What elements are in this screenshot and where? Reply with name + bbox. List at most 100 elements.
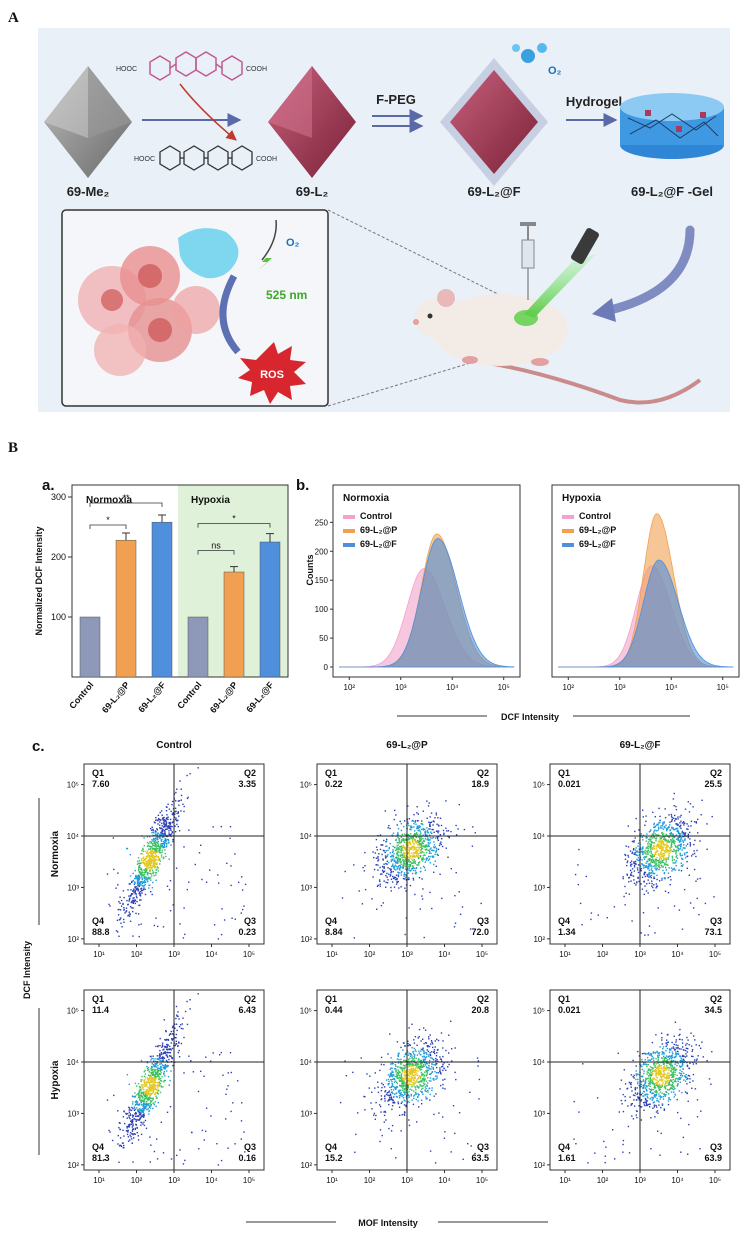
scatter-point (432, 824, 434, 826)
scatter-point (395, 1071, 397, 1073)
scatter-point (201, 1129, 204, 1132)
scatter-point (161, 818, 164, 820)
scatter-point (424, 833, 426, 835)
scatter-point (157, 836, 159, 838)
scatter-point (419, 844, 421, 846)
scatter-point (124, 912, 126, 914)
scatter-point (409, 1083, 411, 1085)
scatter-point (117, 908, 119, 911)
scatter-point (420, 1050, 422, 1052)
scatter-point (650, 877, 652, 879)
scatter-point (153, 924, 156, 927)
scatter-point (453, 926, 456, 928)
scatter-point (403, 1111, 406, 1113)
scatter-point (445, 1069, 447, 1071)
scatter-point (166, 1047, 168, 1049)
scatter-point (426, 1056, 428, 1058)
scatter-point (628, 877, 630, 879)
scatter-point (128, 895, 130, 897)
scatter-point (142, 1111, 144, 1113)
scatter-point (155, 1076, 157, 1078)
scatter-point (412, 1084, 414, 1086)
scatter-point (653, 854, 655, 856)
scatter-point (404, 1093, 406, 1095)
scatter-point (155, 863, 158, 865)
scatter-point (434, 846, 437, 848)
scatter-point (426, 1049, 428, 1051)
scatter-point (144, 862, 146, 864)
scatter-point (661, 842, 663, 844)
scatter-point (155, 879, 157, 881)
scatter-point (384, 810, 386, 812)
scatter-point (398, 868, 401, 870)
scatter-point (155, 917, 157, 919)
scatter-point (381, 1082, 383, 1085)
scatter-point (398, 1095, 401, 1097)
scatter-point (420, 828, 423, 831)
ligand-structure-bottom (159, 145, 253, 171)
scatter-point (439, 873, 441, 875)
scatter-point (672, 1076, 674, 1078)
scatter-point (664, 857, 667, 859)
scatter-point (680, 814, 682, 817)
scatter-point (396, 1086, 399, 1088)
scatter-point (150, 873, 152, 875)
scatter-point (428, 845, 430, 847)
scatter-point (162, 1060, 164, 1062)
scatter-point (677, 849, 679, 852)
scatter-point (422, 888, 424, 890)
scatter-point (385, 850, 387, 852)
scatter-point (150, 858, 152, 860)
scatter-point (403, 873, 405, 876)
scatter-point (413, 852, 416, 854)
scatter-point (159, 852, 162, 854)
scatter-point (455, 1078, 457, 1081)
scatter-point (144, 884, 146, 886)
scatter-point (149, 1161, 151, 1163)
scatter-point (404, 868, 407, 870)
scatter-x-tick-label: 10² (364, 1176, 376, 1185)
scatter-point (440, 1058, 442, 1060)
scatter-point (145, 850, 147, 853)
scatter-point (164, 1052, 166, 1054)
scatter-point (158, 845, 160, 847)
scatter-point (168, 1055, 171, 1057)
scatter-point (412, 869, 415, 872)
scatter-point (652, 834, 655, 836)
scatter-point (396, 1041, 399, 1043)
scatter-point (670, 844, 672, 847)
scatter-point (134, 869, 136, 872)
scatter-point (178, 1056, 181, 1058)
scatter-point (652, 861, 654, 864)
scatter-point (149, 1090, 151, 1092)
scatter-point (390, 890, 392, 892)
scatter-point (670, 839, 673, 841)
scatter-point (163, 1052, 165, 1054)
scatter-point (630, 880, 632, 882)
scatter-point (176, 1015, 178, 1017)
scatter-point (141, 862, 144, 864)
scatter-point (141, 892, 143, 894)
scatter-point (385, 856, 387, 858)
scatter-point (439, 1056, 441, 1058)
scatter-point (223, 919, 226, 921)
quadrant-name: Q4 (92, 916, 104, 926)
scatter-point (197, 993, 199, 995)
scatter-point (146, 864, 148, 866)
scatter-point (161, 838, 163, 841)
scatter-point (671, 841, 673, 843)
scatter-point (407, 872, 410, 874)
scatter-point (409, 1072, 412, 1074)
scatter-point (132, 907, 134, 909)
scatter-point (234, 918, 236, 920)
scatter-point (643, 881, 645, 883)
scatter-point (590, 918, 592, 921)
scatter-point (656, 823, 658, 826)
scatter-point (164, 1051, 166, 1053)
scatter-point (191, 1131, 193, 1134)
scatter-point (146, 1099, 149, 1101)
scatter-point (163, 842, 165, 844)
scatter-point (431, 1087, 433, 1089)
scatter-point (131, 1130, 134, 1132)
bar-chart-normalized-dcf: a. Normoxia Hypoxia Normalized DCF Inten… (34, 477, 289, 715)
